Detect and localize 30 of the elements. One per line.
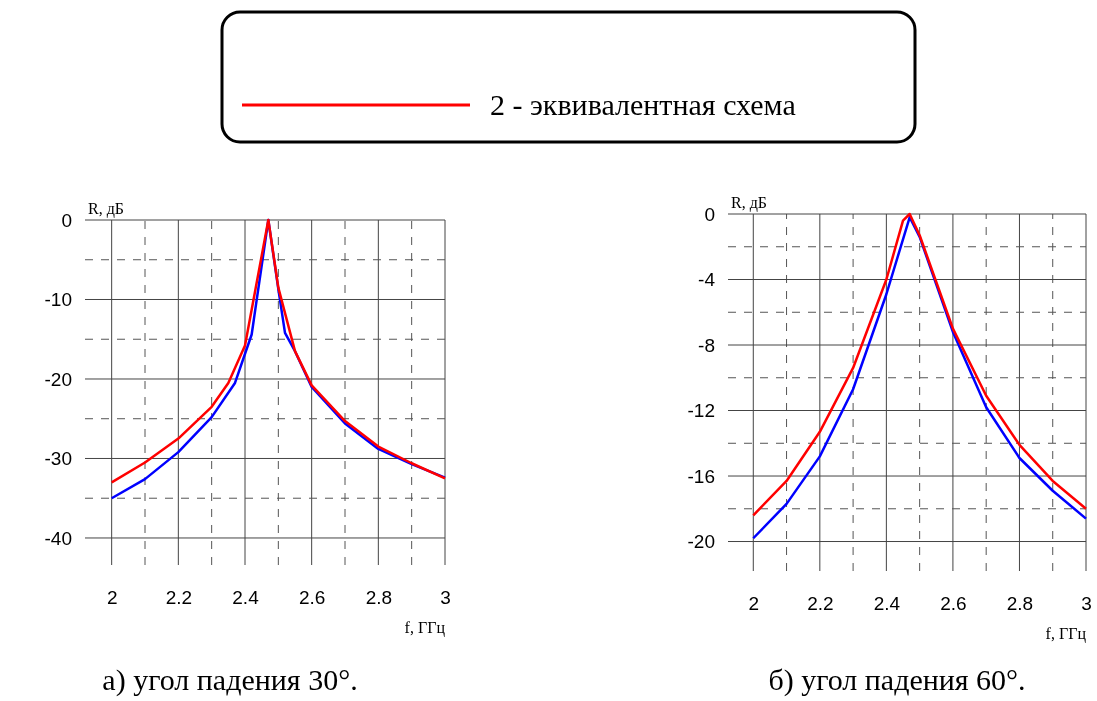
x-tick-label: 2.2	[807, 592, 834, 614]
x-tick-label: 3	[440, 586, 451, 608]
x-tick-label: 2.6	[298, 586, 326, 608]
y-tick-label: -4	[698, 269, 716, 291]
x-tick-label: 2.2	[165, 586, 193, 608]
text: 2 - эквивалентная схема	[490, 88, 796, 121]
y-tick-label: -20	[687, 531, 715, 553]
text: б) угол падения 60°.	[768, 663, 1026, 697]
x-tick-label: 2.4	[232, 586, 260, 608]
x-tick-label: 2.4	[873, 592, 901, 614]
x-axis-title: f, ГГц	[404, 619, 446, 637]
y-tick-label: -12	[687, 400, 715, 422]
y-tick-label: -8	[698, 334, 715, 356]
x-tick-label: 2.8	[365, 586, 393, 608]
y-axis-title: R, дБ	[731, 194, 767, 212]
x-tick-label: 2	[748, 592, 760, 614]
y-tick-label: 0	[61, 209, 72, 231]
x-tick-label: 2.8	[1006, 592, 1034, 614]
y-tick-label: -16	[687, 465, 715, 487]
y-tick-label: 0	[704, 203, 715, 225]
text: а) угол падения 30°.	[102, 663, 358, 697]
x-tick-label: 2	[106, 586, 118, 608]
y-tick-label: -30	[44, 448, 72, 470]
y-tick-label: -10	[44, 289, 72, 311]
x-tick-label: 2.6	[940, 592, 967, 614]
y-tick-label: -20	[44, 368, 72, 390]
x-tick-label: 3	[1081, 592, 1092, 614]
y-axis-title: R, дБ	[88, 200, 124, 218]
y-tick-label: -40	[44, 527, 72, 549]
x-axis-title: f, ГГц	[1045, 625, 1087, 643]
